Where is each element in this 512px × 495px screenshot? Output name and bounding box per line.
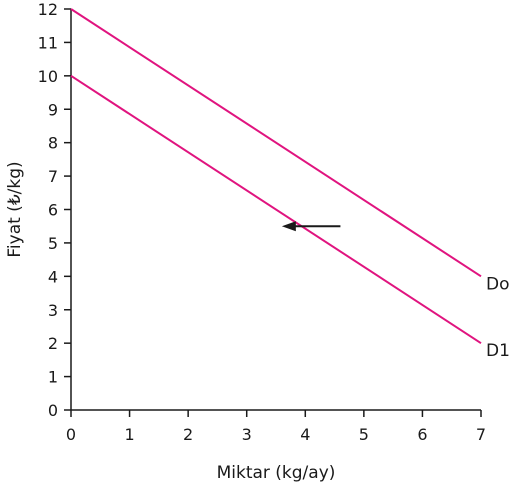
x-tick-label: 3 bbox=[242, 425, 252, 444]
y-axis-title: Fiyat (₺/kg) bbox=[5, 161, 25, 257]
x-axis-title: Miktar (kg/ay) bbox=[217, 463, 336, 483]
y-tick-label: 11 bbox=[38, 33, 58, 52]
x-ticks: 0 1 2 3 4 5 6 7 bbox=[66, 410, 486, 444]
y-tick-label: 9 bbox=[48, 100, 58, 119]
y-tick-label: 0 bbox=[48, 401, 58, 420]
y-tick-label: 5 bbox=[48, 234, 58, 253]
y-tick-label: 12 bbox=[38, 0, 58, 19]
x-tick-label: 5 bbox=[359, 425, 369, 444]
x-tick-label: 2 bbox=[183, 425, 193, 444]
y-tick-label: 1 bbox=[48, 368, 58, 387]
y-tick-label: 6 bbox=[48, 201, 58, 220]
y-tick-label: 4 bbox=[48, 267, 58, 286]
x-tick-label: 7 bbox=[476, 425, 486, 444]
x-tick-label: 1 bbox=[124, 425, 134, 444]
curve-label-do: Do bbox=[486, 274, 510, 294]
y-tick-label: 8 bbox=[48, 134, 58, 153]
annotation-layer bbox=[281, 221, 341, 232]
y-tick-label: 2 bbox=[48, 334, 58, 353]
curve-label-d1: D1 bbox=[486, 341, 510, 361]
y-tick-label: 3 bbox=[48, 301, 58, 320]
x-tick-label: 6 bbox=[417, 425, 427, 444]
x-tick-label: 0 bbox=[66, 425, 76, 444]
demand-line-d1 bbox=[70, 74, 482, 345]
shift-arrow bbox=[281, 221, 341, 232]
series-layer: Do D1 bbox=[70, 8, 510, 361]
y-tick-label: 7 bbox=[48, 167, 58, 186]
x-tick-label: 4 bbox=[300, 425, 310, 444]
y-tick-label: 10 bbox=[38, 67, 58, 86]
demand-line-do bbox=[70, 8, 482, 278]
